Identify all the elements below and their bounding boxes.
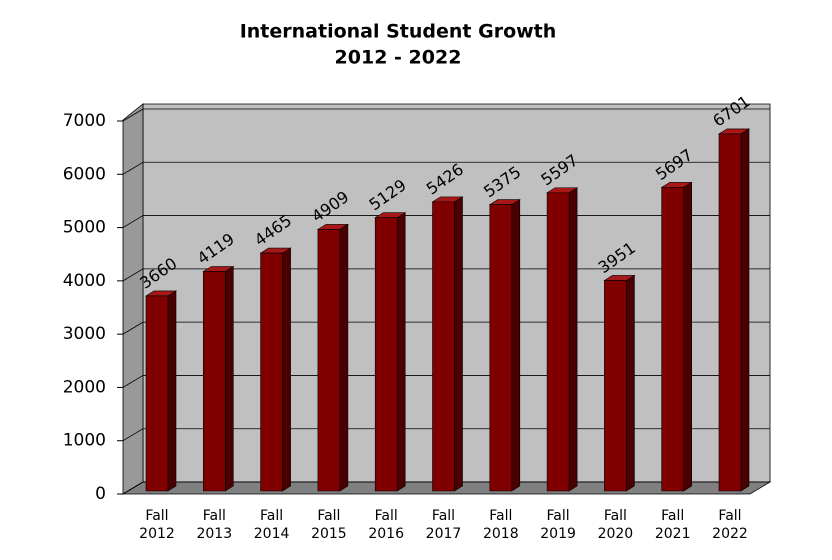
grid-line-side — [122, 375, 144, 388]
y-tick-label: 6000 — [63, 164, 106, 184]
bar — [202, 265, 235, 492]
chart-title: International Student Growth — [240, 21, 557, 43]
grid-line-side — [122, 161, 144, 175]
bar-side — [454, 196, 463, 492]
bar-front — [661, 187, 685, 492]
bar — [144, 290, 178, 492]
y-tick-label: 2000 — [63, 377, 106, 397]
bar-front — [718, 133, 742, 492]
bar-front — [604, 280, 627, 492]
bar-front — [374, 217, 398, 492]
y-tick-label: 7000 — [63, 111, 106, 131]
bar — [316, 223, 349, 492]
grid-line-side — [122, 481, 144, 495]
bar-side — [626, 274, 635, 492]
grid-line-side — [122, 108, 144, 122]
bar — [603, 274, 636, 492]
x-tick-label: Fall 2019 — [540, 508, 576, 542]
bar-front — [489, 204, 513, 492]
x-tick-label: Fall 2020 — [597, 508, 634, 542]
x-tick-label: Fall 2013 — [196, 508, 233, 542]
bar — [431, 196, 464, 492]
bar-side — [225, 265, 234, 492]
grid-line-side — [122, 215, 144, 228]
grid-line-side — [122, 428, 144, 442]
y-tick-label: 5000 — [63, 218, 106, 238]
bar-front — [145, 295, 169, 492]
bar — [374, 212, 407, 492]
y-tick-label: 0 — [95, 484, 106, 504]
x-tick-label: Fall 2021 — [654, 508, 691, 542]
bar-front — [432, 201, 455, 492]
x-tick-label: Fall 2015 — [311, 508, 347, 542]
y-tick-label: 3000 — [63, 324, 106, 344]
x-tick-label: Fall 2012 — [139, 508, 175, 542]
bar — [717, 128, 751, 492]
bar-side — [167, 290, 177, 492]
y-tick-label: 1000 — [63, 431, 106, 451]
bar — [546, 187, 579, 492]
bar — [259, 247, 292, 492]
x-tick-label: Fall 2016 — [368, 508, 404, 542]
x-tick-label: Fall 2017 — [425, 508, 462, 542]
bar-side — [396, 212, 406, 492]
grid-line-side — [122, 268, 144, 282]
bar-side — [339, 223, 349, 492]
chart-subtitle: 2012 - 2022 — [335, 47, 462, 69]
side-wall — [122, 103, 144, 495]
y-tick-label: 4000 — [63, 271, 106, 291]
bar-side — [511, 199, 521, 492]
x-tick-label: Fall 2014 — [253, 508, 290, 542]
x-tick-label: Fall 2022 — [712, 508, 748, 542]
bar-front — [203, 271, 226, 492]
bar-front — [317, 229, 341, 492]
bar-side — [683, 181, 693, 492]
x-tick-label: Fall 2018 — [482, 508, 519, 542]
bar-side — [282, 247, 291, 492]
bar — [660, 181, 693, 492]
grid-line-side — [122, 321, 144, 335]
bar — [488, 199, 521, 492]
bar-front — [260, 252, 283, 492]
bar-side — [740, 128, 750, 492]
bar-front — [546, 192, 570, 492]
bar-side — [568, 187, 578, 492]
